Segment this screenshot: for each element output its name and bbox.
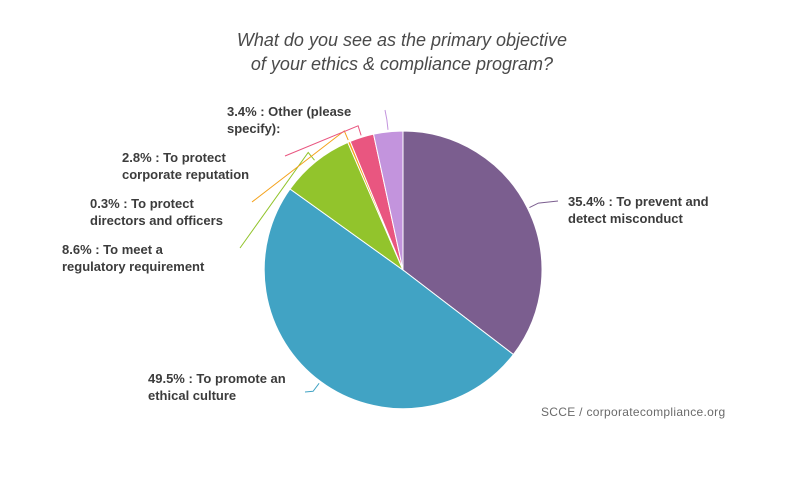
slice-label-ethical-culture: 49.5% : To promote an ethical culture bbox=[148, 371, 289, 403]
leader-lines bbox=[239, 109, 559, 393]
leader-line-regulatory-requirement bbox=[239, 151, 315, 249]
slice-label-regulatory-requirement: 8.6% : To meet a regulatory requirement bbox=[62, 242, 205, 274]
slice-label-prevent-misconduct: 35.4% : To prevent and detect misconduct bbox=[568, 194, 712, 226]
pie-slice-prevent-misconduct bbox=[402, 130, 543, 356]
chart-title-line-1: What do you see as the primary objective bbox=[236, 30, 568, 50]
slice-label-protect-reputation: 2.8% : To protect corporate reputation bbox=[122, 150, 249, 182]
leader-line-ethical-culture bbox=[304, 382, 320, 393]
source-credit: SCCE / corporatecompliance.org bbox=[541, 405, 725, 419]
leader-line-protect-reputation bbox=[284, 125, 362, 157]
leader-line-other bbox=[384, 109, 389, 130]
pie-slice-ethical-culture bbox=[263, 188, 515, 410]
chart-title: What do you see as the primary objective… bbox=[0, 28, 804, 76]
chart-title-line-2: of your ethics & compliance program? bbox=[250, 54, 554, 74]
pie-slice-other bbox=[372, 130, 404, 271]
slice-label-other: 3.4% : Other (please specify): bbox=[227, 104, 355, 136]
slice-label-protect-directors: 0.3% : To protect directors and officers bbox=[90, 196, 223, 228]
leader-line-protect-directors bbox=[251, 130, 349, 203]
pie-slices bbox=[263, 130, 543, 410]
leader-line-prevent-misconduct bbox=[529, 200, 559, 209]
